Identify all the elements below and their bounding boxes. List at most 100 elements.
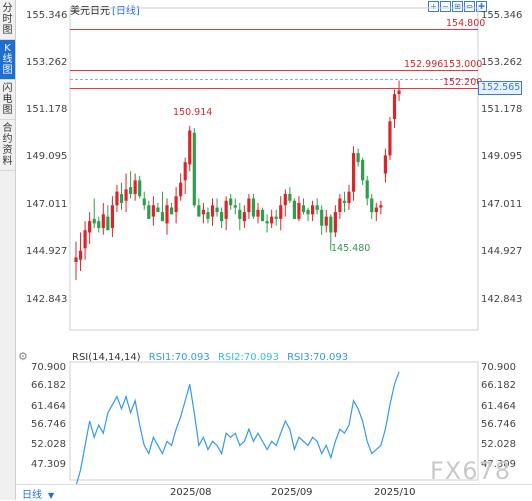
candle-body	[342, 200, 347, 204]
time-axis-label: 2025/10	[374, 487, 416, 498]
candle-body	[356, 153, 360, 163]
candle-body	[270, 216, 274, 224]
price-axis-left-label: 147.011	[26, 199, 68, 210]
price-axis-right-label: 147.011	[481, 199, 523, 210]
tab-timeshare[interactable]: 分时图	[0, 0, 15, 40]
candle-body	[119, 193, 124, 204]
candle-body	[311, 205, 315, 215]
period-select-label: 日线	[22, 490, 42, 501]
candle-body	[347, 191, 351, 204]
rsi-axis-right-label: 47.309	[481, 459, 516, 470]
candle-body	[92, 218, 96, 224]
level-tag-154800: 154.800	[446, 18, 486, 29]
candle-body	[83, 230, 87, 249]
candle-body	[188, 130, 192, 165]
period-select[interactable]: 日线 ▼	[22, 486, 54, 501]
candle-body	[265, 221, 269, 224]
price-axis-right-label: 144.927	[481, 246, 523, 257]
rsi-axis-left-label: 56.746	[31, 419, 66, 430]
period-label: [日线]	[112, 6, 140, 17]
candle-body	[115, 191, 119, 206]
gear-icon[interactable]: ⚙	[18, 350, 28, 363]
candle-body	[283, 193, 287, 206]
rsi-axis-left-label: 47.309	[31, 459, 66, 470]
candle-body	[210, 205, 215, 217]
price-axis-right-label: 153.262	[481, 57, 523, 68]
candle-body	[169, 207, 174, 215]
candle-body	[361, 159, 365, 181]
price-panel-frame	[69, 7, 479, 331]
candle-body	[124, 189, 128, 201]
candle-body	[388, 121, 392, 156]
candle-body	[365, 180, 369, 199]
crosshair-icon[interactable]: ✚	[476, 1, 487, 12]
rsi-axis-left-label: 52.028	[31, 439, 66, 450]
candle-body	[392, 94, 397, 120]
candle-body	[224, 200, 228, 219]
candle-body	[215, 207, 219, 213]
candle-body	[151, 205, 155, 217]
zoom-out-icon[interactable]: −	[440, 1, 451, 12]
candle-body	[165, 205, 169, 224]
candle-body	[133, 180, 137, 194]
candle-body	[192, 132, 196, 206]
candle-body	[201, 209, 205, 215]
candle-body	[338, 198, 342, 213]
level-tag-153000: 153.000	[443, 59, 483, 70]
price-axis-left-label: 155.346	[26, 10, 68, 21]
level-line-154800	[70, 29, 478, 30]
candle-body	[306, 209, 310, 215]
level-line-152200	[70, 88, 478, 89]
candle-body	[374, 207, 378, 213]
rsi-axis-right-label: 61.464	[481, 401, 516, 412]
peak-label: 150.914	[173, 107, 213, 118]
last-price-box: 152.565	[478, 81, 522, 95]
rsi-axis-left-label: 61.464	[31, 401, 66, 412]
candle-body	[329, 216, 333, 233]
level-line-153000	[70, 70, 478, 71]
zoom-controls: + − ⊞ ⇔ ✚	[428, 1, 487, 12]
candle-body	[238, 209, 242, 219]
candle-body	[315, 205, 319, 210]
candle-body	[301, 205, 306, 213]
rsi-axis-right-label: 66.182	[481, 380, 516, 391]
time-axis-label: 2025/09	[271, 487, 313, 498]
instrument-name: 美元日元	[70, 6, 110, 17]
candle-body	[292, 200, 296, 219]
candle-body	[179, 182, 183, 197]
chevron-down-icon: ▼	[48, 491, 55, 500]
price-axis-right-label: 151.178	[481, 104, 523, 115]
candle-body	[97, 221, 101, 228]
candle-body	[229, 198, 233, 206]
candle-body	[379, 205, 383, 208]
candle-body	[156, 207, 160, 213]
rsi-axis-left-label: 66.182	[31, 380, 66, 391]
price-axis-left-label: 142.843	[26, 294, 68, 305]
tab-flash[interactable]: 闪电图	[0, 80, 15, 120]
candle-body	[279, 205, 283, 219]
candle-body	[383, 155, 387, 174]
tab-contract-info[interactable]: 合约资料	[0, 120, 15, 171]
candle-body	[320, 209, 324, 226]
rsi-title: RSI(14,14,14)	[72, 352, 141, 363]
rsi-axis-right-label: 56.746	[481, 419, 516, 430]
time-axis-label: 2025/08	[170, 487, 212, 498]
rsi1-value: RSI1:70.093	[148, 352, 210, 363]
tab-kline[interactable]: K线图	[0, 40, 15, 80]
candle-body	[370, 198, 374, 213]
chart-title: 美元日元 [日线]	[70, 2, 140, 17]
last-price-line	[70, 79, 478, 80]
candle-body	[78, 250, 83, 260]
price-axis-right-label: 155.346	[481, 10, 523, 21]
candle-body	[351, 153, 356, 192]
fullscreen-icon[interactable]: ⇔	[464, 1, 475, 12]
fit-icon[interactable]: ⊞	[452, 1, 463, 12]
rsi-axis-right-label: 52.028	[481, 439, 516, 450]
zoom-in-icon[interactable]: +	[428, 1, 439, 12]
sidebar: 分时图 K线图 闪电图 合约资料	[0, 0, 16, 500]
candle-body	[142, 198, 146, 206]
candle-body	[297, 203, 301, 219]
candle-body	[288, 193, 292, 201]
candle-body	[397, 90, 401, 95]
